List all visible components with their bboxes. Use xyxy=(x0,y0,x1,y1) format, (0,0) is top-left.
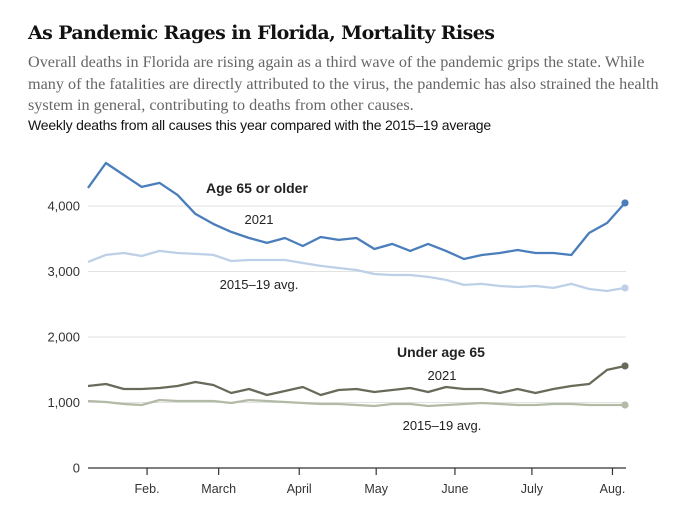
series-label-65-plus-2021: 2021 xyxy=(245,212,274,227)
y-tick-label: 3,000 xyxy=(47,264,80,279)
y-tick-label: 0 xyxy=(73,461,80,476)
y-tick-label: 2,000 xyxy=(47,330,80,345)
x-tick-label: Aug. xyxy=(600,482,626,496)
series-label-under-65-avg: 2015–19 avg. xyxy=(403,418,482,433)
group-label-under-65: Under age 65 xyxy=(397,344,485,360)
series-end-marker xyxy=(621,199,629,207)
group-label-65-plus: Age 65 or older xyxy=(206,180,308,196)
x-tick-label: March xyxy=(201,482,236,496)
series-line xyxy=(87,398,625,408)
series-end-marker xyxy=(621,284,629,292)
series-line xyxy=(87,249,626,293)
series-end-marker xyxy=(621,362,629,370)
y-tick-label: 4,000 xyxy=(47,199,80,214)
x-tick-label: June xyxy=(441,482,468,496)
series-label-65-plus-avg: 2015–19 avg. xyxy=(220,277,299,292)
chart-description: Overall deaths in Florida are rising aga… xyxy=(28,53,659,114)
chart-title: As Pandemic Rages in Florida, Mortality … xyxy=(28,22,495,44)
x-tick-label: May xyxy=(364,482,388,496)
series-end-marker xyxy=(621,401,629,409)
x-tick-label: April xyxy=(287,482,312,496)
y-tick-label: 1,000 xyxy=(47,395,80,410)
series-line xyxy=(87,161,626,261)
chart-subtitle: Weekly deaths from all causes this year … xyxy=(28,117,491,133)
series-label-under-65-2021: 2021 xyxy=(428,368,457,383)
x-tick-label: Feb. xyxy=(135,482,160,496)
x-tick-label: July xyxy=(521,482,544,496)
series-line xyxy=(87,364,626,397)
